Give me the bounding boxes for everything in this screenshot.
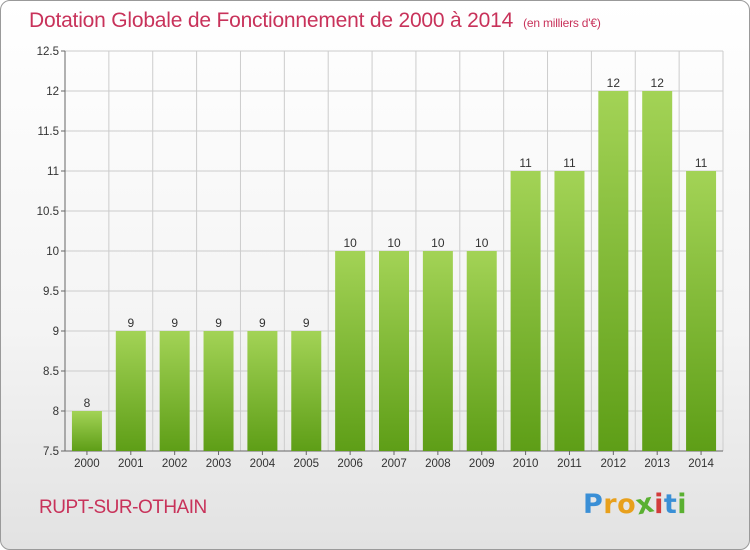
data-label: 10 <box>387 236 401 250</box>
data-label: 9 <box>127 316 134 330</box>
x-tick-label: 2010 <box>513 458 539 470</box>
bar-2012 <box>598 91 629 451</box>
x-tick-label: 2005 <box>293 458 319 470</box>
y-tick-label: 12 <box>46 86 59 98</box>
x-tick-label: 2011 <box>557 458 582 470</box>
logo-letter: o <box>617 489 637 520</box>
x-tick-label: 2001 <box>118 458 144 470</box>
y-tick-label: 10.5 <box>37 206 59 218</box>
bar-2001 <box>115 331 146 451</box>
logo-letter: i <box>654 489 664 520</box>
logo-letter: P <box>583 489 604 520</box>
data-label: 9 <box>215 316 222 330</box>
data-label: 11 <box>519 156 532 170</box>
data-label: 9 <box>171 316 178 330</box>
x-tick-label: 2000 <box>74 458 100 470</box>
bar-2011 <box>554 171 585 451</box>
y-tick-label: 9.5 <box>43 286 59 298</box>
x-tick-label: 2002 <box>162 458 188 470</box>
x-tick-label: 2014 <box>688 458 714 470</box>
y-tick-label: 12.5 <box>37 46 59 58</box>
x-tick-label: 2004 <box>250 458 276 470</box>
chart-title-text: Dotation Globale de Fonctionnement de 20… <box>29 9 514 32</box>
x-tick-label: 2009 <box>469 458 495 470</box>
chart-title: Dotation Globale de Fonctionnement de 20… <box>29 9 601 33</box>
y-tick-label: 10 <box>46 246 59 258</box>
bar-2002 <box>159 331 190 451</box>
bar-2007 <box>379 251 409 451</box>
x-tick-label: 2013 <box>644 458 670 470</box>
proxiti-logo: Proxiti <box>583 487 688 521</box>
chart-subtitle: (en milliers d'€) <box>523 16 601 30</box>
data-label: 12 <box>607 76 621 90</box>
logo-letter: r <box>603 489 618 520</box>
x-tick-label: 2012 <box>601 458 627 470</box>
y-tick-label: 11 <box>47 166 59 178</box>
bar-2014 <box>686 171 717 451</box>
bar-2000 <box>71 411 102 451</box>
bar-2010 <box>510 171 541 451</box>
bar-2013 <box>642 91 673 451</box>
data-label: 11 <box>695 156 708 170</box>
bar-2004 <box>247 331 278 451</box>
labels: 2000 8 2001 9 2002 9 2003 9 2004 9 2005 9 2006 10 2007… <box>74 76 714 470</box>
commune-name: RUPT-SUR-OTHAIN <box>39 497 207 518</box>
data-label: 11 <box>563 156 576 170</box>
x-tick-label: 2006 <box>337 458 363 470</box>
bar-2008 <box>422 251 453 451</box>
x-tick-label: 2008 <box>425 458 451 470</box>
logo-letter: t <box>663 489 678 520</box>
data-label: 9 <box>303 316 310 330</box>
y-tick-label: 9 <box>53 326 59 338</box>
bar-2003 <box>203 331 234 451</box>
bar-2006 <box>335 251 366 451</box>
data-label: 9 <box>259 316 266 330</box>
data-label: 10 <box>475 236 489 250</box>
x-tick-label: 2003 <box>206 458 232 470</box>
bars <box>71 91 717 451</box>
y-tick-label: 7.5 <box>43 446 59 458</box>
y-tick-label: 11.5 <box>37 126 59 138</box>
logo-letter: i <box>677 489 688 520</box>
x-tick-label: 2007 <box>381 458 407 470</box>
y-tick-label: 8 <box>53 406 59 418</box>
y-tick-label: 8.5 <box>43 366 59 378</box>
data-label: 10 <box>343 236 357 250</box>
bar-2009 <box>466 251 497 451</box>
bar-2005 <box>291 331 322 451</box>
data-label: 10 <box>431 236 445 250</box>
data-label: 8 <box>84 396 91 410</box>
data-label: 12 <box>651 76 665 90</box>
